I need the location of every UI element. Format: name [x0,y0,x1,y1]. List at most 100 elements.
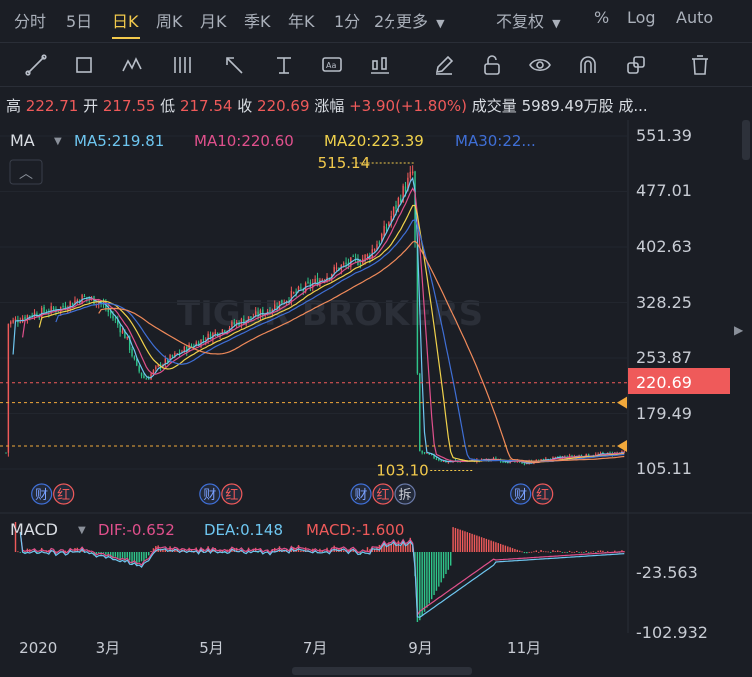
macd-bar [614,550,616,552]
horizontal-scrollbar[interactable] [292,667,472,675]
macd-bar [430,552,433,600]
event-marker-label: 红 [225,487,238,503]
tab-1min[interactable]: 1分 [334,12,361,31]
event-marker[interactable]: 拆 [394,483,416,505]
macd-bar [24,552,26,553]
candle-body [409,171,411,178]
event-marker[interactable]: 财 [31,483,53,505]
macd-bar [597,550,599,552]
copy-icon[interactable] [624,53,648,77]
macd-bar [162,549,164,552]
scrollbar[interactable] [742,120,750,160]
macd-bar [602,550,604,552]
macd-bar [193,551,195,553]
macd-dropdown-icon[interactable]: ▼ [78,525,86,536]
expand-panel-icon[interactable]: ▶ [734,323,744,337]
macd-bar [119,552,121,561]
candle-body [83,295,86,297]
candle-body [26,315,29,321]
candle-body [364,254,366,260]
candle-body [480,458,483,461]
candle-body [40,307,43,318]
wave-tool-icon[interactable] [120,53,144,77]
ma-legend-label[interactable]: MA [10,131,35,150]
candle-body [333,266,335,273]
macd-bar [461,530,464,552]
macd-bar [535,550,538,552]
pencil-icon[interactable] [432,53,456,77]
collapse-button[interactable] [9,159,43,185]
candle-body [240,318,243,326]
macd-bar [152,548,155,552]
candle-body [411,171,414,174]
ma-legend-dropdown-icon[interactable]: ▼ [54,136,62,147]
macd-bar [518,550,521,552]
magnet-icon[interactable] [576,53,600,77]
macd-bar [583,552,585,553]
tab-more[interactable]: 更多 ▼ [396,8,445,32]
candle-body [426,452,428,454]
tab-5day[interactable]: 5日 [66,12,93,31]
line-tool-icon[interactable] [24,53,48,77]
price-line-icon[interactable] [272,53,296,77]
candle-body [233,322,236,325]
candle-body [557,456,559,458]
high-value: 222.71 [25,97,79,115]
candle-body [385,227,388,229]
macd-bar [366,547,369,552]
tab-2min[interactable]: 2分 [374,12,394,31]
lock-icon[interactable] [480,53,504,77]
trash-icon[interactable] [688,53,712,77]
event-marker-label: 红 [536,487,549,503]
event-marker[interactable]: 红 [221,483,243,505]
text-tool-icon[interactable]: Aa [320,53,344,77]
rectangle-tool-icon[interactable] [72,53,96,77]
macd-bar [554,551,557,552]
tab-daily-k[interactable]: 日K [112,12,139,31]
alert-marker-icon[interactable] [617,396,627,409]
event-marker[interactable]: 财 [350,483,372,505]
alert-marker-icon[interactable] [617,439,627,452]
candle-body [281,299,283,304]
percent-toggle[interactable]: % [594,8,610,27]
fib-tool-icon[interactable] [170,53,194,77]
macd-bar [606,551,609,553]
chevron-down-icon: ▼ [436,17,445,30]
event-marker[interactable]: 财 [510,483,532,505]
macd-bar [476,535,478,552]
eye-icon[interactable] [528,53,552,77]
arrow-tool-icon[interactable] [222,53,246,77]
macd-bar [333,545,335,552]
candle-body [174,353,176,357]
event-marker[interactable]: 红 [372,483,394,505]
event-marker[interactable]: 财 [199,483,221,505]
adjust-select[interactable]: 不复权 ▼ [496,8,561,32]
tab-intraday[interactable]: 分时 [14,12,47,31]
tab-monthly-k[interactable]: 月K [200,12,227,31]
candle-body [74,300,76,305]
tab-quarterly-k[interactable]: 季K [244,12,271,31]
log-toggle[interactable]: Log [627,8,656,27]
chevron-up-icon: ︿ [19,166,33,182]
candle-body [290,291,293,303]
macd-legend-label[interactable]: MACD [10,520,58,539]
macd-bar [440,552,442,583]
auto-toggle[interactable]: Auto [676,8,714,27]
peak-label: 515.14 [318,154,371,172]
dea-line [19,531,625,618]
event-marker[interactable]: 红 [532,483,554,505]
event-marker[interactable]: 红 [53,483,75,505]
candle-body [609,452,611,454]
stock-chart[interactable]: TIGER BROKERS 515.14103.10财红财红财红拆财红 MA ▼… [0,120,752,677]
macd-bar [592,551,595,553]
close-label: 收 [237,97,253,115]
macd-bar [483,538,485,552]
dea-legend: DEA:0.148 [204,521,283,539]
tab-weekly-k[interactable]: 周K [156,12,183,31]
tab-yearly-k[interactable]: 年K [288,12,315,31]
macd-bar [459,529,461,552]
candle-body [381,234,383,242]
macd-bar [490,540,492,552]
bar-tool-icon[interactable] [368,53,392,77]
macd-bar [124,552,126,561]
